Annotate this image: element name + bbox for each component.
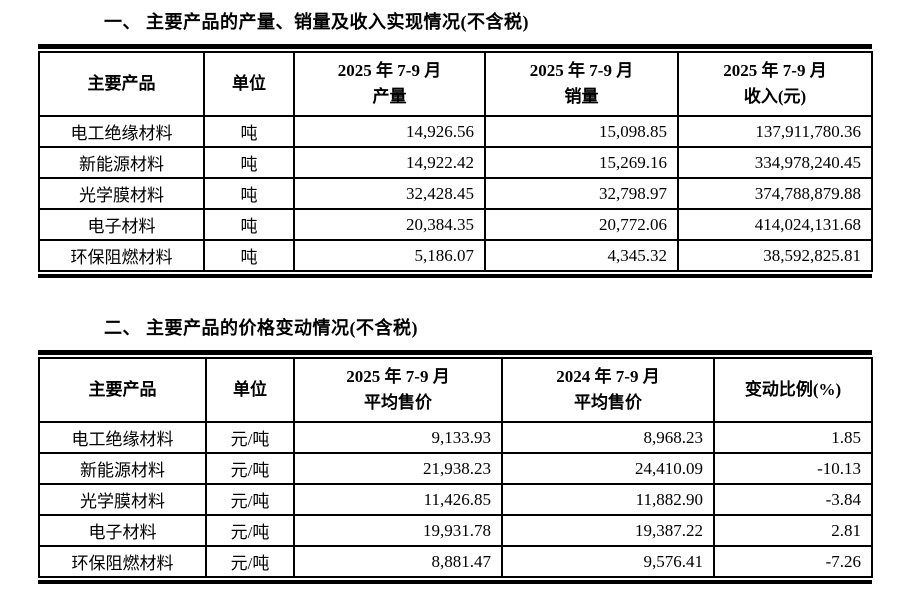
header-product: 主要产品 xyxy=(38,51,205,117)
cell-unit: 吨 xyxy=(203,146,295,179)
cell-unit: 吨 xyxy=(203,177,295,210)
cell-sales: 15,098.85 xyxy=(484,115,679,148)
cell-sales: 15,269.16 xyxy=(484,146,679,179)
table-row: 电工绝缘材料 元/吨 9,133.93 8,968.23 1.85 xyxy=(38,421,873,454)
cell-unit: 元/吨 xyxy=(205,421,295,454)
header-revenue: 2025 年 7-9 月 收入(元) xyxy=(677,51,873,117)
cell-product: 电子材料 xyxy=(38,208,205,241)
cell-revenue: 374,788,879.88 xyxy=(677,177,873,210)
cell-price-2025: 8,881.47 xyxy=(293,545,503,578)
cell-price-2024: 9,576.41 xyxy=(501,545,715,578)
cell-price-2025: 21,938.23 xyxy=(293,452,503,485)
cell-sales: 20,772.06 xyxy=(484,208,679,241)
header-unit: 单位 xyxy=(205,357,295,423)
section-title: 一、 主要产品的产量、销量及收入实现情况(不含税) xyxy=(104,12,529,32)
cell-product: 光学膜材料 xyxy=(38,177,205,210)
header-avg-price-2025-period: 2025 年 7-9 月 xyxy=(346,367,450,386)
cell-revenue: 414,024,131.68 xyxy=(677,208,873,241)
table-header-row: 主要产品 单位 2025 年 7-9 月 平均售价 2024 年 7-9 月 平… xyxy=(38,357,873,423)
header-change-ratio: 变动比例(%) xyxy=(713,357,873,423)
cell-unit: 元/吨 xyxy=(205,452,295,485)
cell-output: 5,186.07 xyxy=(293,239,486,272)
cell-price-2024: 24,410.09 xyxy=(501,452,715,485)
table-row: 电子材料 吨 20,384.35 20,772.06 414,024,131.6… xyxy=(38,208,873,241)
header-revenue-period: 2025 年 7-9 月 xyxy=(723,61,827,80)
header-output-label: 产量 xyxy=(372,87,407,106)
cell-output: 20,384.35 xyxy=(293,208,486,241)
cell-product: 新能源材料 xyxy=(38,146,205,179)
cell-change: -7.26 xyxy=(713,545,873,578)
section-title: 二、 主要产品的价格变动情况(不含税) xyxy=(104,318,418,338)
header-avg-price-2024-period: 2024 年 7-9 月 xyxy=(556,367,660,386)
cell-change: -10.13 xyxy=(713,452,873,485)
table-row: 光学膜材料 吨 32,428.45 32,798.97 374,788,879.… xyxy=(38,177,873,210)
header-sales: 2025 年 7-9 月 销量 xyxy=(484,51,679,117)
cell-change: 1.85 xyxy=(713,421,873,454)
cell-product: 新能源材料 xyxy=(38,452,207,485)
header-output: 2025 年 7-9 月 产量 xyxy=(293,51,486,117)
cell-unit: 吨 xyxy=(203,115,295,148)
table-row: 电工绝缘材料 吨 14,926.56 15,098.85 137,911,780… xyxy=(38,115,873,148)
cell-price-2024: 11,882.90 xyxy=(501,483,715,516)
cell-price-2024: 8,968.23 xyxy=(501,421,715,454)
cell-product: 光学膜材料 xyxy=(38,483,207,516)
cell-price-2024: 19,387.22 xyxy=(501,514,715,547)
table-row: 电子材料 元/吨 19,931.78 19,387.22 2.81 xyxy=(38,514,873,547)
price-table-frame: 主要产品 单位 2025 年 7-9 月 平均售价 2024 年 7-9 月 平… xyxy=(38,350,873,584)
cell-revenue: 334,978,240.45 xyxy=(677,146,873,179)
table-header-row: 主要产品 单位 2025 年 7-9 月 产量 2025 年 7-9 月 销量 … xyxy=(38,51,873,117)
cell-product: 电工绝缘材料 xyxy=(38,115,205,148)
cell-unit: 元/吨 xyxy=(205,483,295,516)
header-avg-price-2024: 2024 年 7-9 月 平均售价 xyxy=(501,357,715,423)
cell-change: -3.84 xyxy=(713,483,873,516)
cell-output: 14,926.56 xyxy=(293,115,486,148)
section-production-sales-revenue: 一、 主要产品的产量、销量及收入实现情况(不含税) 主要产品 单位 2025 年… xyxy=(38,8,874,278)
production-sales-revenue-table: 主要产品 单位 2025 年 7-9 月 产量 2025 年 7-9 月 销量 … xyxy=(38,51,873,272)
cell-price-2025: 9,133.93 xyxy=(293,421,503,454)
cell-sales: 32,798.97 xyxy=(484,177,679,210)
header-avg-price-2025: 2025 年 7-9 月 平均售价 xyxy=(293,357,503,423)
cell-unit: 吨 xyxy=(203,208,295,241)
cell-change: 2.81 xyxy=(713,514,873,547)
header-avg-price-2025-label: 平均售价 xyxy=(364,393,432,412)
header-sales-period: 2025 年 7-9 月 xyxy=(529,61,634,80)
table-row: 新能源材料 吨 14,922.42 15,269.16 334,978,240.… xyxy=(38,146,873,179)
table-row: 光学膜材料 元/吨 11,426.85 11,882.90 -3.84 xyxy=(38,483,873,516)
cell-revenue: 38,592,825.81 xyxy=(677,239,873,272)
table-row: 环保阻燃材料 吨 5,186.07 4,345.32 38,592,825.81 xyxy=(38,239,873,272)
header-product: 主要产品 xyxy=(38,357,207,423)
cell-output: 14,922.42 xyxy=(293,146,486,179)
price-change-table: 主要产品 单位 2025 年 7-9 月 平均售价 2024 年 7-9 月 平… xyxy=(38,357,873,578)
header-change-ratio-label: 变动比例(%) xyxy=(744,380,842,399)
cell-product: 电工绝缘材料 xyxy=(38,421,207,454)
cell-unit: 吨 xyxy=(203,239,295,272)
cell-product: 电子材料 xyxy=(38,514,207,547)
cell-product: 环保阻燃材料 xyxy=(38,545,207,578)
cell-unit: 元/吨 xyxy=(205,545,295,578)
header-avg-price-2024-label: 平均售价 xyxy=(574,393,642,412)
cell-sales: 4,345.32 xyxy=(484,239,679,272)
cell-price-2025: 11,426.85 xyxy=(293,483,503,516)
cell-revenue: 137,911,780.36 xyxy=(677,115,873,148)
header-sales-label: 销量 xyxy=(564,87,599,106)
production-table-frame: 主要产品 单位 2025 年 7-9 月 产量 2025 年 7-9 月 销量 … xyxy=(38,44,873,278)
table-row: 新能源材料 元/吨 21,938.23 24,410.09 -10.13 xyxy=(38,452,873,485)
cell-price-2025: 19,931.78 xyxy=(293,514,503,547)
cell-unit: 元/吨 xyxy=(205,514,295,547)
header-output-period: 2025 年 7-9 月 xyxy=(337,61,442,80)
cell-product: 环保阻燃材料 xyxy=(38,239,205,272)
header-unit: 单位 xyxy=(203,51,295,117)
cell-output: 32,428.45 xyxy=(293,177,486,210)
section-price-changes: 二、 主要产品的价格变动情况(不含税) 主要产品 单位 2025 年 7-9 月… xyxy=(38,314,874,584)
table-row: 环保阻燃材料 元/吨 8,881.47 9,576.41 -7.26 xyxy=(38,545,873,578)
header-revenue-label: 收入(元) xyxy=(743,87,807,106)
